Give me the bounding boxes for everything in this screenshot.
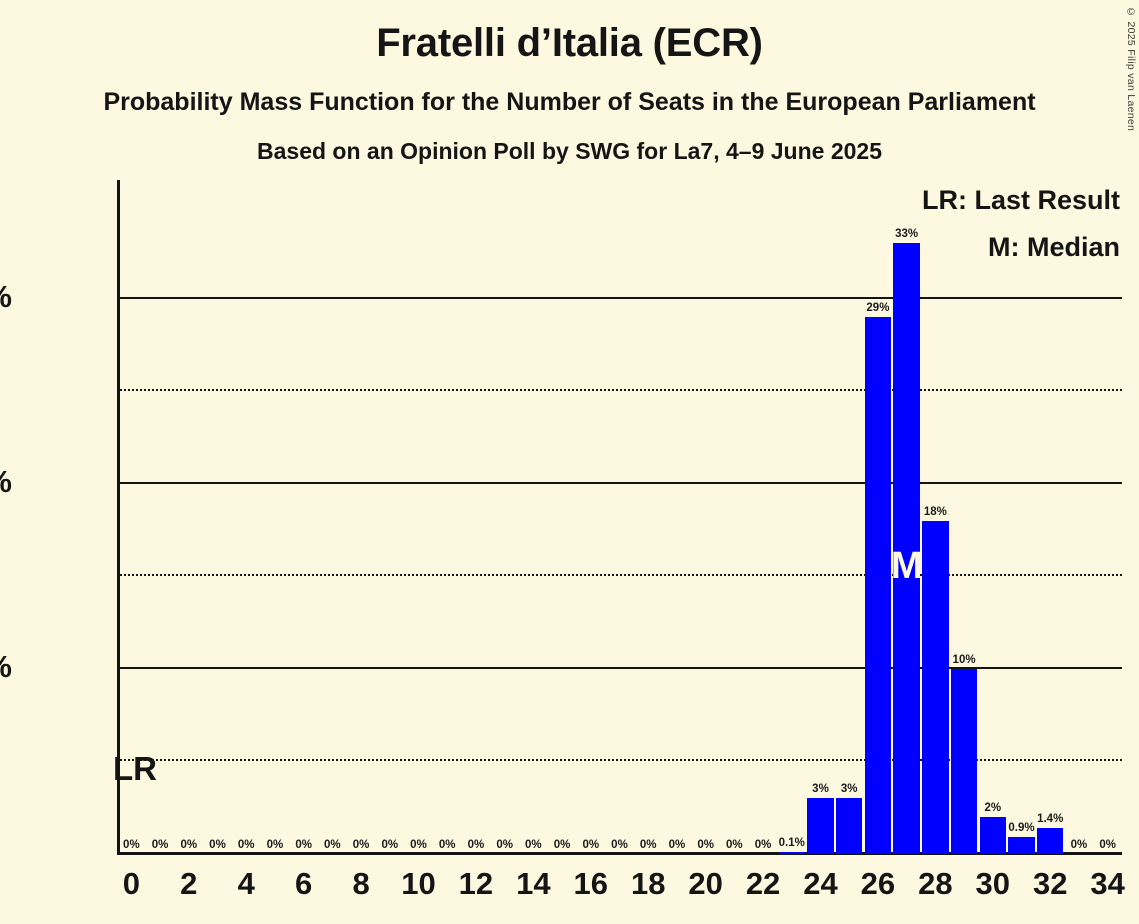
bar-value-label: 3%	[840, 783, 858, 796]
bar-value-label: 0%	[209, 839, 226, 851]
x-tick-label: 4	[237, 866, 255, 901]
chart-source-line: Based on an Opinion Poll by SWG for La7,…	[257, 138, 882, 164]
gridline-5pct	[117, 759, 1122, 762]
y-tick-label: 10%	[0, 649, 12, 685]
bar	[893, 243, 920, 854]
plot-area: 0% 0% 0% 0% 0% 0% 0% 0% 0% 0% 0% 0% 0% 0% 0% 0% 0% 0% 0% 0%…	[117, 180, 1122, 854]
x-tick-label: 16	[573, 866, 609, 901]
bar-value-label: 10%	[952, 653, 976, 666]
bar	[950, 668, 978, 854]
bar-value-label: 0%	[582, 839, 600, 851]
x-tick-label: 20	[688, 866, 723, 901]
bar-value-label: 0%	[467, 839, 485, 851]
bar-value-label: 29%	[866, 302, 890, 315]
bar-value-label: 0%	[295, 839, 312, 851]
x-tick-label: 24	[803, 866, 838, 901]
gridline-15pct	[117, 574, 1122, 577]
x-tick-label: 0	[122, 866, 140, 901]
y-axis-line	[117, 180, 120, 855]
gridline-30pct	[117, 296, 1122, 299]
x-tick-label: 28	[918, 866, 953, 901]
x-tick-label: 12	[458, 866, 494, 901]
bar-value-label: 0%	[639, 839, 657, 851]
bar-value-label: 0%	[754, 839, 772, 851]
bar	[778, 852, 805, 854]
bar-value-label: 0%	[525, 839, 542, 851]
bar-value-label: 0%	[180, 839, 198, 851]
y-tick-label: 20%	[0, 464, 12, 500]
bar	[1037, 828, 1064, 854]
x-tick-label: 32	[1032, 866, 1068, 901]
bar-value-label: 0%	[1070, 839, 1088, 851]
bar	[864, 317, 892, 854]
bar	[836, 798, 863, 854]
chart-subtitle: Probability Mass Function for the Number…	[103, 88, 1036, 116]
x-tick-label: 6	[295, 866, 313, 901]
bar-value-label: 0%	[1099, 839, 1116, 851]
x-tick-label: 26	[860, 866, 896, 901]
bar-value-label: 33%	[895, 228, 919, 241]
bar-value-label: 3%	[812, 783, 829, 796]
x-tick-label: 22	[745, 866, 781, 901]
bar-value-label: 0%	[668, 839, 686, 851]
gridline-10pct	[117, 666, 1122, 669]
median-marker: M	[890, 544, 923, 587]
x-tick-label: 34	[1090, 866, 1125, 901]
legend-median: M: Median	[988, 232, 1120, 262]
bar-value-label: 0%	[410, 839, 427, 851]
bar-value-label: 0%	[237, 839, 255, 851]
bar-value-label: 0.9%	[1008, 822, 1035, 835]
bar	[922, 520, 949, 854]
bar-value-label: 0%	[611, 839, 628, 851]
bar-value-label: 0%	[123, 839, 140, 851]
bar-value-label: 0%	[352, 839, 370, 851]
x-tick-label: 8	[352, 866, 370, 901]
copyright-notice: © 2025 Filip van Laenen	[1125, 6, 1137, 132]
page-title: Fratelli d’Italia (ECR)	[376, 21, 763, 65]
x-tick-label: 30	[975, 866, 1011, 901]
x-tick-label: 18	[630, 866, 666, 901]
x-tick-label: 14	[516, 866, 551, 901]
bar-value-label: 0%	[324, 839, 341, 851]
x-tick-label: 2	[180, 866, 198, 901]
bar-value-label: 0%	[496, 839, 513, 851]
bar-value-label: 0%	[438, 839, 456, 851]
bar	[807, 798, 834, 854]
bar-value-label: 0%	[266, 839, 284, 851]
bar-value-label: 0%	[553, 839, 571, 851]
y-tick-label: 30%	[0, 279, 12, 315]
bar-value-label: 0%	[381, 839, 399, 851]
bar-value-label: 18%	[923, 505, 947, 518]
gridline-25pct	[117, 389, 1122, 392]
bar-value-label: 0.1%	[778, 837, 805, 850]
legend-last-result: LR: Last Result	[921, 185, 1120, 215]
bar-value-label: 0%	[697, 839, 714, 851]
bar	[979, 816, 1006, 854]
bar-value-label: 0%	[151, 839, 169, 851]
x-axis-line	[117, 852, 1122, 855]
bar-value-label: 1.4%	[1037, 813, 1064, 826]
x-tick-label: 10	[401, 866, 436, 901]
last-result-marker: LR	[113, 750, 157, 787]
gridline-20pct	[117, 481, 1122, 484]
bar-value-label: 2%	[984, 801, 1002, 814]
bar	[1008, 837, 1035, 854]
bar-value-label: 0%	[726, 839, 743, 851]
